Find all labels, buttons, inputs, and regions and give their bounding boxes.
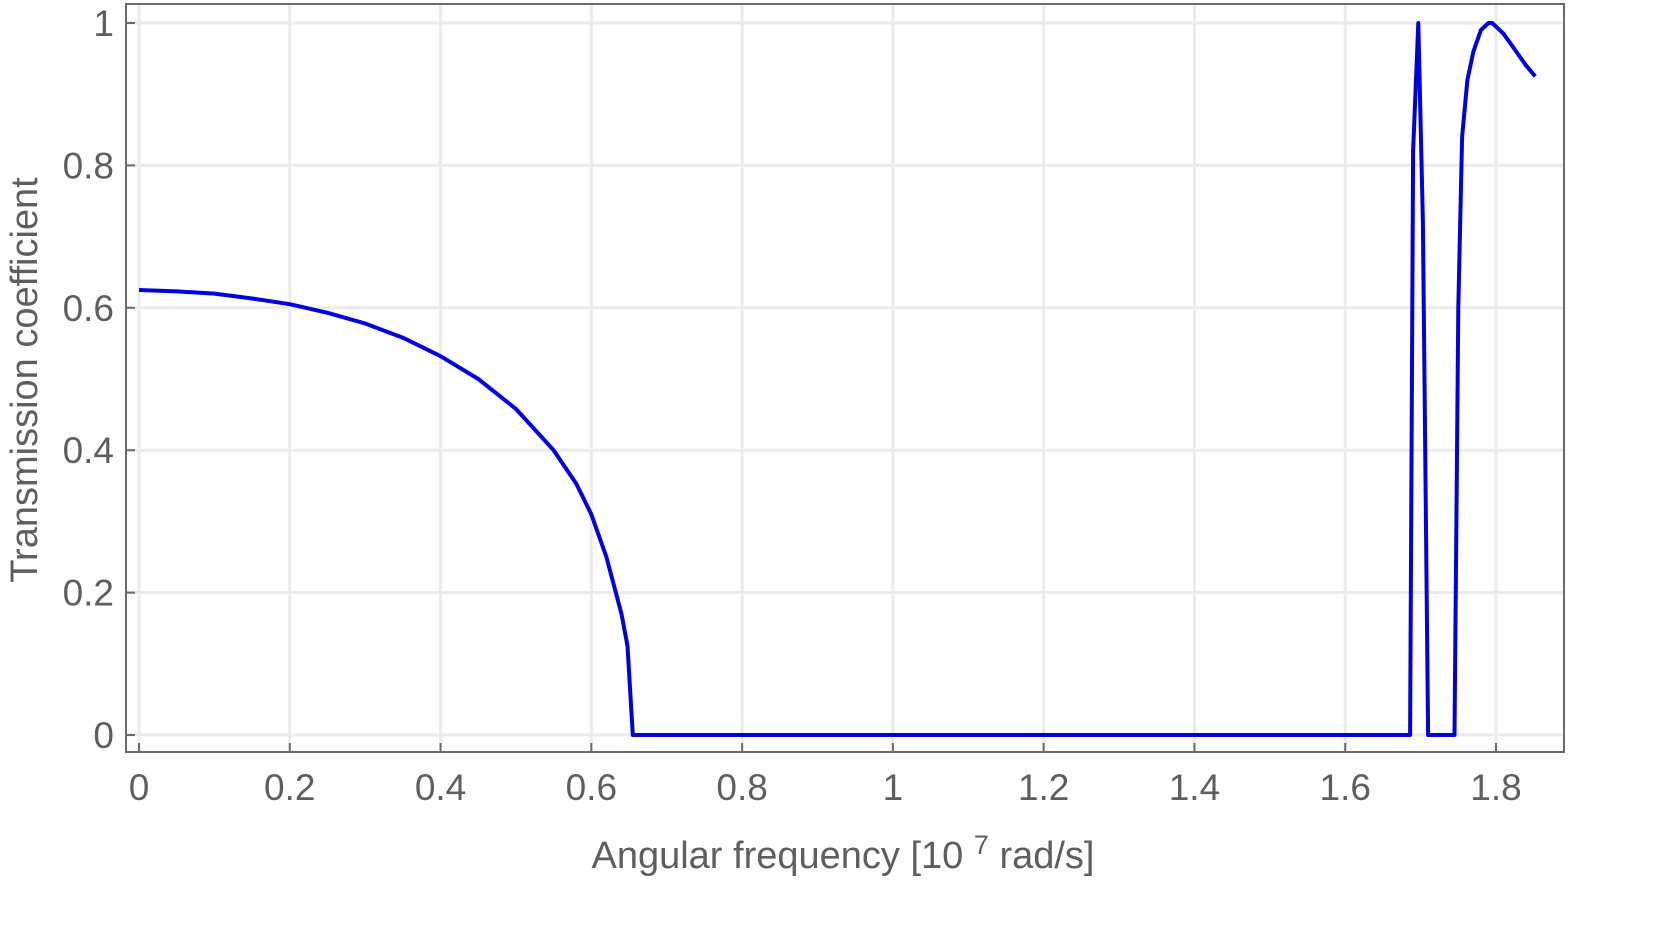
x-tick-label: 0 [129, 767, 150, 808]
y-axis-label: Transmission coefficient [4, 177, 46, 583]
y-tick-label: 0.8 [63, 145, 114, 186]
x-tick-label: 0.2 [264, 767, 315, 808]
x-axis-tick-labels: 0 0.2 0.4 0.6 0.8 1 1.2 1.4 1.6 1.8 [129, 767, 1522, 808]
y-tick-label: 0.4 [63, 430, 114, 471]
x-tick-label: 1.2 [1018, 767, 1069, 808]
series-line-transmission [138, 21, 1537, 737]
y-tick-label: 0.2 [63, 573, 114, 614]
y-axis-tick-labels: 0 0.2 0.4 0.6 0.8 1 [63, 3, 114, 756]
x-axis-label-exponent: 7 [974, 830, 989, 860]
tick-marks [126, 22, 1497, 752]
x-tick-label: 0.6 [566, 767, 617, 808]
x-axis-label-unit: rad/s] [999, 835, 1094, 877]
x-tick-label: 0.8 [716, 767, 767, 808]
x-tick-label: 1.6 [1320, 767, 1371, 808]
x-axis-label-base: Angular frequency [10 [591, 835, 963, 877]
x-tick-label: 0.4 [415, 767, 466, 808]
y-tick-label: 0 [93, 715, 114, 756]
x-tick-label: 1 [883, 767, 904, 808]
y-tick-label: 1 [93, 3, 114, 44]
x-tick-label: 1.8 [1470, 767, 1521, 808]
x-tick-label: 1.4 [1169, 767, 1220, 808]
plot-frame [125, 3, 1565, 753]
y-tick-label: 0.6 [63, 288, 114, 329]
gridlines [127, 5, 1563, 751]
x-axis-label: Angular frequency [10 7 rad/s] [591, 821, 1094, 877]
